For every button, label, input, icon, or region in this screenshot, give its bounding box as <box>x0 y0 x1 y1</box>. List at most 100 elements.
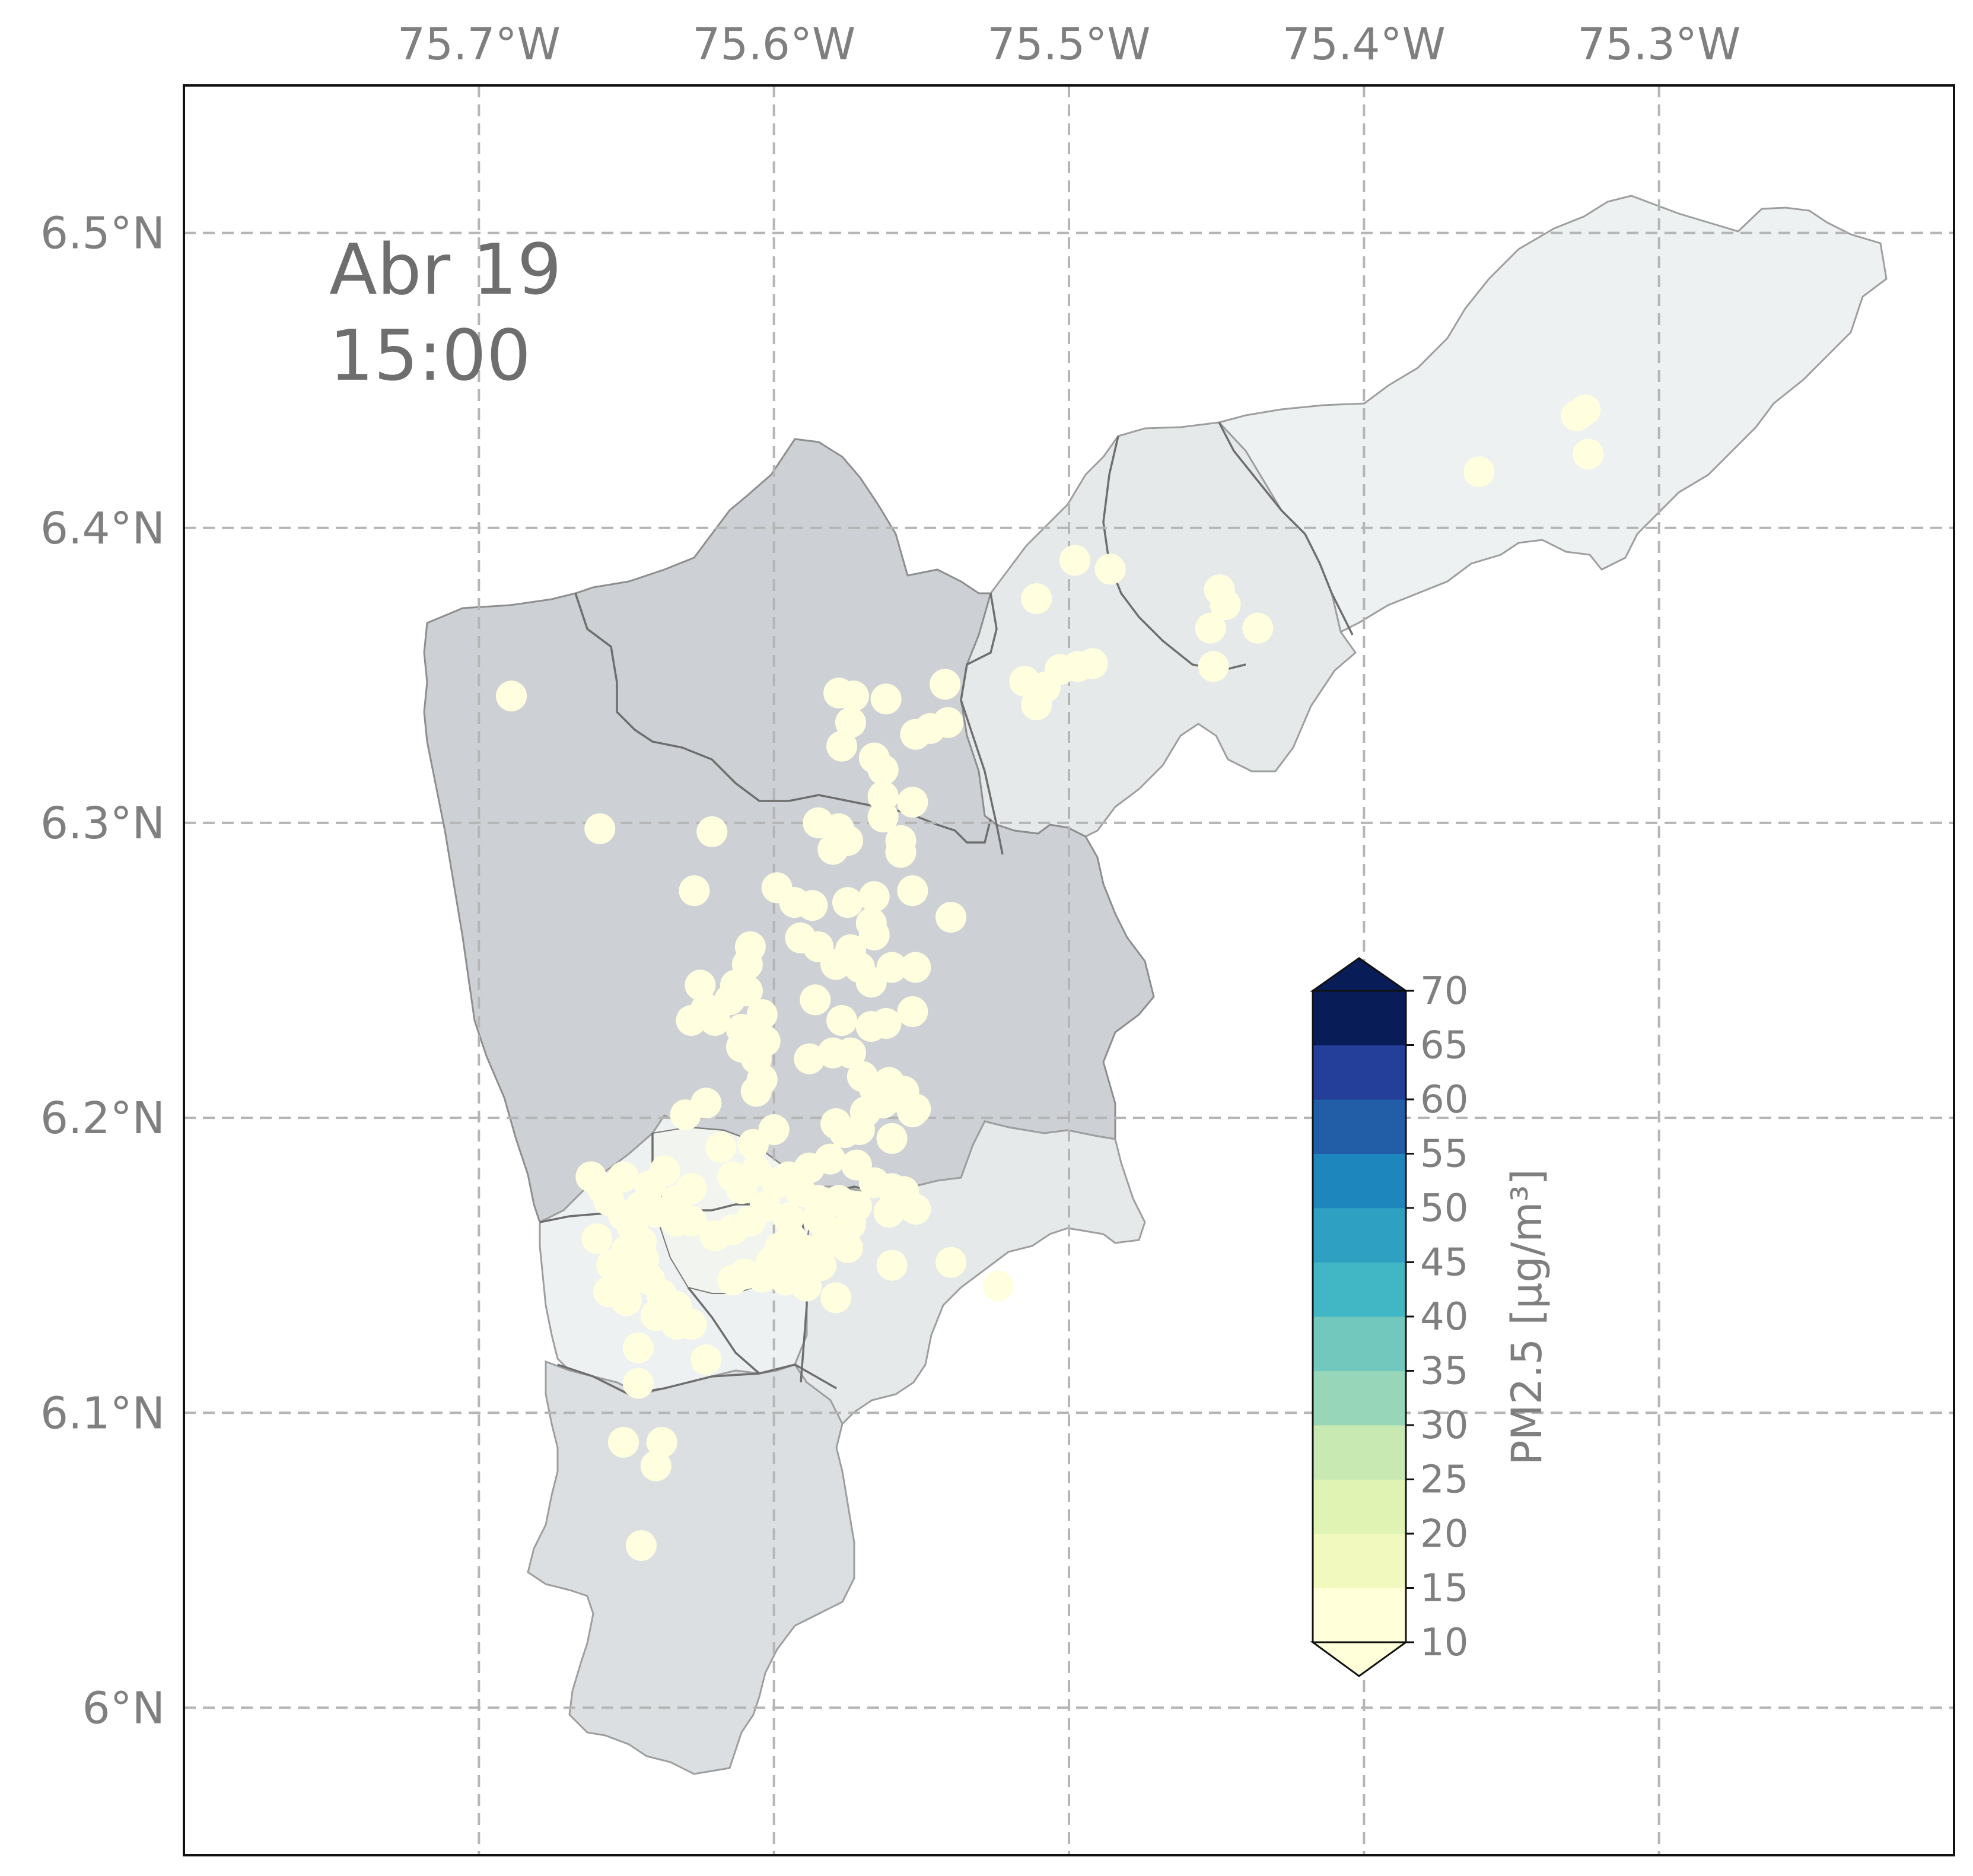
station-marker <box>876 1123 908 1154</box>
station-marker <box>930 669 961 700</box>
colorbar: 10 15 20 25 30 35 40 45 50 55 60 65 70 PM2.5 [μg/m³] <box>1310 957 1551 1677</box>
station-marker <box>1195 612 1226 644</box>
station-marker <box>897 996 928 1028</box>
station-marker <box>622 1332 654 1363</box>
station-marker <box>814 1143 846 1175</box>
station-marker <box>640 1450 672 1481</box>
station-marker <box>791 1270 822 1302</box>
colorbar-tick-label: 50 <box>1420 1187 1468 1230</box>
station-marker <box>835 1037 866 1069</box>
station-marker <box>873 1197 905 1228</box>
station-marker <box>806 1206 837 1237</box>
station-marker <box>835 707 866 738</box>
station-marker <box>690 1344 722 1375</box>
station-marker <box>1570 394 1601 425</box>
station-marker <box>646 1426 677 1458</box>
station-marker <box>608 1426 639 1458</box>
lon-tick-label: 75.6°W <box>692 19 855 70</box>
colorbar-tick-label: 45 <box>1420 1241 1468 1285</box>
station-marker <box>800 984 831 1016</box>
station-marker <box>794 1043 825 1074</box>
lat-tick-label: 6.3°N <box>40 798 165 849</box>
colorbar-tick-label: 55 <box>1420 1133 1468 1177</box>
colorbar-segment <box>1313 1208 1406 1263</box>
station-marker <box>740 1076 772 1107</box>
colorbar-segment <box>1313 1153 1406 1209</box>
station-marker <box>685 969 716 1001</box>
colorbar-segment <box>1313 1099 1406 1154</box>
station-marker <box>575 1161 607 1193</box>
station-marker <box>725 1031 757 1063</box>
station-marker <box>935 902 967 933</box>
colorbar-tick-label: 15 <box>1420 1567 1468 1611</box>
colorbar-extend-min <box>1310 1641 1409 1677</box>
colorbar-title: PM2.5 [μg/m³] <box>1503 1169 1551 1465</box>
station-marker <box>897 875 928 907</box>
station-marker <box>699 1220 731 1251</box>
station-marker <box>820 1282 852 1314</box>
station-marker <box>755 1247 787 1278</box>
lon-tick-label: 75.5°W <box>988 19 1151 70</box>
station-marker <box>1198 651 1229 682</box>
station-marker <box>758 1114 790 1145</box>
station-marker <box>1059 545 1090 576</box>
station-marker <box>1077 648 1108 679</box>
station-marker <box>696 816 728 847</box>
station-marker <box>679 875 710 907</box>
station-marker <box>820 949 852 980</box>
colorbar-segment <box>1313 1425 1406 1480</box>
colorbar-tick-label: 70 <box>1420 969 1468 1013</box>
lon-tick-label: 75.4°W <box>1283 19 1446 70</box>
colorbar-tick-label: 10 <box>1420 1621 1468 1665</box>
station-marker <box>1021 689 1052 721</box>
colorbar-segment <box>1313 1371 1406 1426</box>
station-marker <box>584 813 616 844</box>
station-marker <box>676 1173 707 1204</box>
station-marker <box>826 730 858 762</box>
station-marker <box>1463 456 1495 488</box>
colorbar-tick-label: 35 <box>1420 1350 1468 1394</box>
lon-tick-label: 75.3°W <box>1577 19 1740 70</box>
station-marker <box>876 1249 908 1281</box>
colorbar-segment <box>1313 1045 1406 1100</box>
colorbar-segment <box>1313 1262 1406 1317</box>
station-marker <box>858 919 890 950</box>
station-marker <box>832 887 863 918</box>
station-marker <box>1242 612 1274 644</box>
colorbar-tick-label: 20 <box>1420 1512 1468 1556</box>
region-south <box>527 1360 855 1775</box>
station-marker <box>900 952 931 983</box>
colorbar-extend-max <box>1310 957 1409 992</box>
station-marker <box>844 1114 875 1145</box>
timestamp-time: 15:00 <box>329 314 531 396</box>
station-marker <box>1573 438 1604 470</box>
station-marker <box>817 834 849 865</box>
station-markers <box>496 394 1604 1561</box>
station-marker <box>867 801 899 832</box>
station-marker <box>746 999 778 1031</box>
station-marker <box>797 890 828 921</box>
colorbar-tick-label: 60 <box>1420 1078 1468 1122</box>
colorbar-segment <box>1313 1479 1406 1534</box>
station-marker <box>897 787 928 818</box>
station-marker <box>640 1300 672 1331</box>
station-marker <box>832 1232 863 1263</box>
station-marker <box>826 1005 858 1036</box>
colorbar-tick-label: 65 <box>1420 1024 1468 1068</box>
station-marker <box>870 1007 902 1039</box>
longitude-labels: 75.7°W 75.6°W 75.5°W 75.4°W 75.3°W <box>397 19 1740 70</box>
station-marker <box>900 718 931 750</box>
colorbar-tick-labels: 10 15 20 25 30 35 40 45 50 55 60 65 70 <box>1406 969 1468 1665</box>
station-marker <box>982 1270 1014 1302</box>
colorbar-segment <box>1313 1317 1406 1371</box>
colorbar-segment <box>1313 1534 1406 1588</box>
station-marker <box>690 1088 722 1119</box>
station-marker <box>676 1005 707 1036</box>
lat-tick-label: 6.4°N <box>40 503 165 554</box>
station-marker <box>717 1264 749 1296</box>
station-marker <box>838 681 869 712</box>
colorbar-tick-label: 40 <box>1420 1295 1468 1339</box>
colorbar-segments <box>1313 991 1406 1643</box>
station-marker <box>705 1131 737 1163</box>
